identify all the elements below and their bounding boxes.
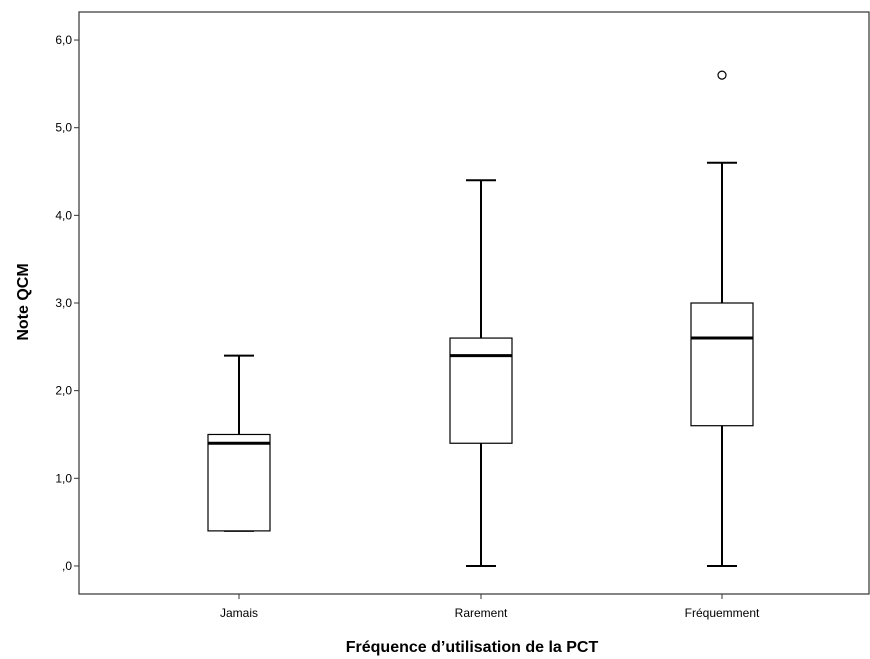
y-tick-label: 2,0 (55, 384, 72, 398)
x-tick-label: Fréquemment (685, 606, 760, 620)
x-tick-label: Jamais (220, 606, 258, 620)
y-tick-label: ,0 (62, 559, 72, 573)
x-axis: Jamais Rarement Fréquemment (220, 594, 760, 620)
box-group (449, 179, 513, 567)
box (690, 302, 754, 427)
box-group (207, 354, 271, 532)
y-tick-label: 6,0 (55, 33, 72, 47)
y-tick-label: 1,0 (55, 471, 72, 485)
y-tick-label: 5,0 (55, 121, 72, 135)
x-tick-label: Rarement (455, 606, 508, 620)
box (207, 433, 271, 532)
box (449, 337, 513, 444)
boxes (207, 70, 754, 567)
box-group (690, 70, 754, 567)
outlier-point (717, 70, 727, 80)
y-axis: ,0 1,0 2,0 3,0 4,0 5,0 6,0 (55, 33, 79, 573)
x-axis-title: Fréquence d’utilisation de la PCT (346, 639, 599, 656)
y-tick-label: 3,0 (55, 296, 72, 310)
y-tick-label: 4,0 (55, 208, 72, 222)
y-axis-title: Note QCM (15, 263, 32, 340)
